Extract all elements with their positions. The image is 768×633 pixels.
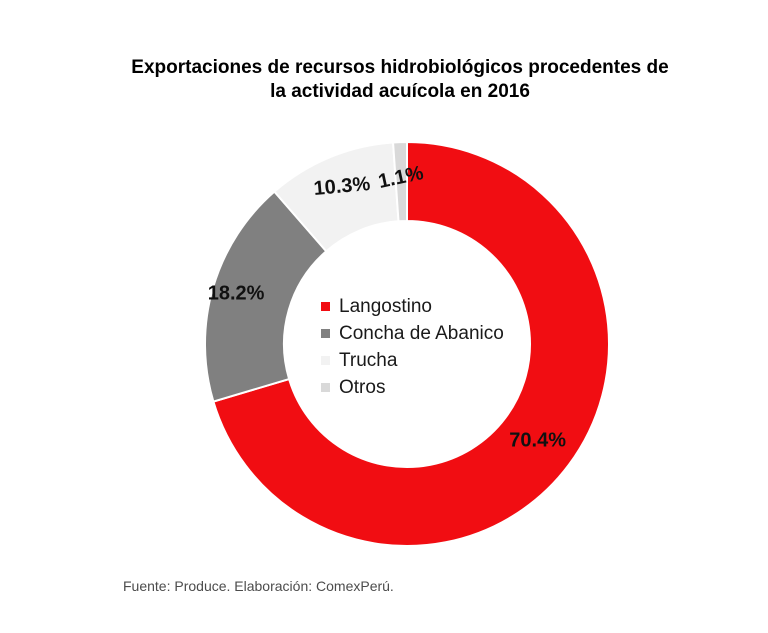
legend-swatch-icon: [321, 356, 330, 365]
legend-item-otros: Otros: [321, 374, 504, 401]
legend-label: Trucha: [339, 350, 398, 371]
chart-title-line1: Exportaciones de recursos hidrobiológico…: [131, 57, 669, 78]
legend: Langostino Concha de Abanico Trucha Otros: [321, 293, 504, 401]
slice-label-concha-de-abanico: 18.2%: [207, 282, 265, 305]
legend-label: Otros: [339, 377, 386, 398]
chart-title-line2: la actividad acuícola en 2016: [270, 81, 530, 102]
legend-swatch-icon: [321, 302, 330, 311]
legend-item-concha-de-abanico: Concha de Abanico: [321, 320, 504, 347]
legend-label: Concha de Abanico: [339, 323, 504, 344]
legend-item-langostino: Langostino: [321, 293, 504, 320]
source-note: Fuente: Produce. Elaboración: ComexPerú.: [123, 578, 394, 594]
donut-slice-langostino: [212, 140, 610, 547]
donut-slice-otros: [391, 140, 408, 223]
chart-title: Exportaciones de recursos hidrobiológico…: [32, 56, 768, 104]
legend-swatch-icon: [321, 383, 330, 392]
slice-label-trucha: 10.3%: [312, 173, 372, 200]
legend-swatch-icon: [321, 329, 330, 338]
legend-item-trucha: Trucha: [321, 347, 504, 374]
legend-label: Langostino: [339, 296, 432, 317]
slice-label-langostino: 70.4%: [509, 429, 566, 452]
